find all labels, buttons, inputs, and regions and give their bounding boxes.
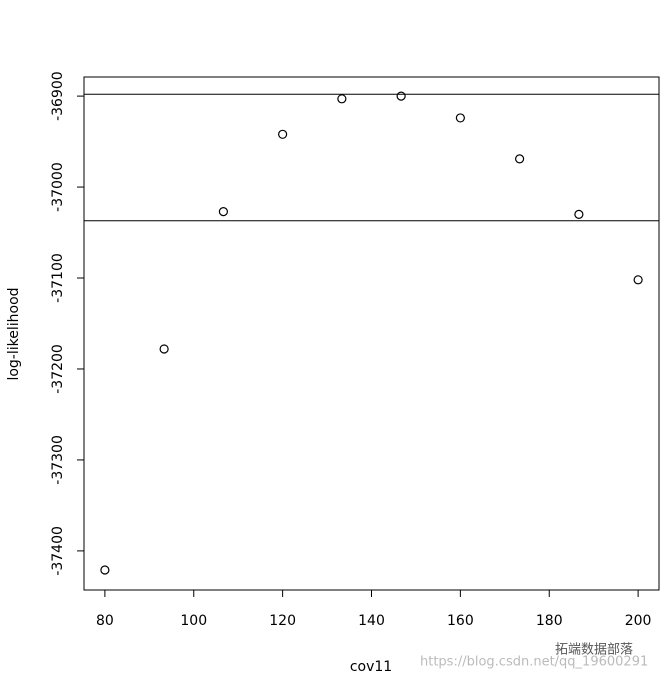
point [159, 344, 169, 354]
y-tick-label: -37300 [50, 435, 66, 485]
x-tick-label: 100 [180, 613, 207, 629]
y-tick-label: -37100 [50, 253, 66, 303]
point [574, 209, 584, 219]
point [515, 154, 525, 164]
x-tick-label: 120 [269, 613, 296, 629]
x-tick-label: 80 [96, 613, 114, 629]
y-tick-label: -37400 [50, 526, 66, 576]
y-tick-label: -36900 [50, 71, 66, 121]
y-tick-label: -37200 [50, 344, 66, 394]
y-axis-label: log-likelihood [6, 287, 22, 380]
point [218, 207, 228, 217]
x-axis-label: cov11 [350, 659, 392, 675]
x-tick-label: 200 [625, 613, 652, 629]
point [633, 275, 643, 285]
watermark-brand: 拓端数据部落 [555, 643, 633, 658]
point [100, 565, 110, 575]
point [278, 129, 288, 139]
point [455, 113, 465, 123]
point [396, 91, 406, 101]
x-tick-label: 140 [358, 613, 385, 629]
y-tick-label: -37000 [50, 162, 66, 212]
plot-frame [83, 76, 660, 591]
x-tick-label: 160 [447, 613, 474, 629]
point [337, 94, 347, 104]
x-tick-label: 180 [536, 613, 563, 629]
watermark-url: https://blog.csdn.net/qq_19600291 [420, 655, 648, 670]
